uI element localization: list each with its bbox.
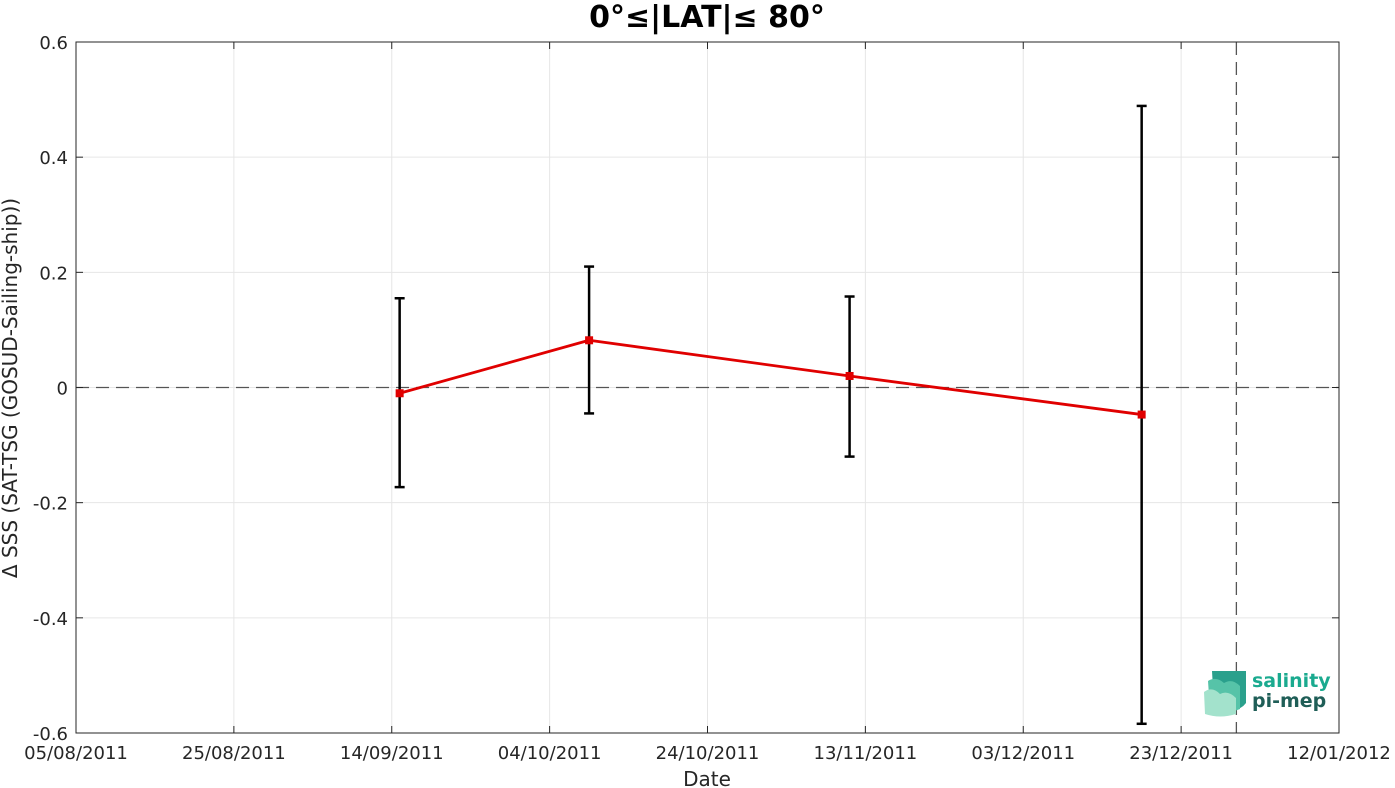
- series-polyline: [399, 338, 1142, 416]
- y-tick-label: -0.4: [33, 609, 68, 630]
- logo-line2: pi-mep: [1252, 690, 1326, 712]
- data-point: [585, 336, 594, 345]
- x-tick-label: 13/11/2011: [814, 743, 918, 764]
- data-point: [845, 371, 854, 380]
- x-tick-label: 05/08/2011: [24, 743, 128, 764]
- data-point: [395, 389, 404, 398]
- y-axis-label: Δ SSS (SAT-TSG (GOSUD-Sailing-ship)): [0, 198, 22, 578]
- reference-lines: [76, 42, 1339, 733]
- salinity-pi-mep-logo: salinity pi-mep: [1204, 670, 1331, 717]
- chart-title: 0°≤|LAT|≤ 80°: [589, 0, 825, 35]
- y-tick-labels: 0.6 0.4 0.2 0 -0.2 -0.4 -0.6: [33, 33, 68, 745]
- y-tick-label: -0.2: [33, 494, 68, 515]
- x-tick-label: 04/10/2011: [498, 743, 602, 764]
- x-tick-label: 14/09/2011: [340, 743, 444, 764]
- y-tick-label: 0: [57, 379, 68, 400]
- x-tick-label: 24/10/2011: [656, 743, 760, 764]
- y-tick-label: -0.6: [33, 724, 68, 745]
- x-tick-label: 03/12/2011: [971, 743, 1075, 764]
- y-tick-label: 0.2: [39, 263, 68, 284]
- wave-icon: [1204, 671, 1246, 717]
- y-tick-label: 0.4: [39, 148, 68, 169]
- x-axis-label: Date: [683, 767, 731, 788]
- x-tick-label: 12/01/2012: [1287, 743, 1391, 764]
- data-point: [1137, 410, 1146, 419]
- error-bars: [394, 104, 1147, 726]
- series-line: [395, 336, 1146, 419]
- logo-line1: salinity: [1252, 670, 1331, 692]
- y-tick-label: 0.6: [39, 33, 68, 54]
- x-tick-label: 23/12/2011: [1129, 743, 1233, 764]
- x-tick-labels: 05/08/2011 25/08/2011 14/09/2011 04/10/2011…: [24, 743, 1391, 764]
- x-tick-label: 25/08/2011: [182, 743, 286, 764]
- axis-ticks: [75, 41, 1340, 734]
